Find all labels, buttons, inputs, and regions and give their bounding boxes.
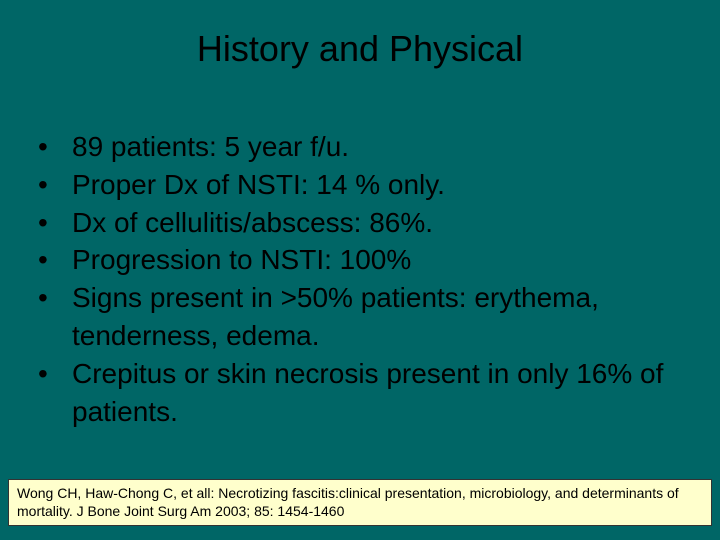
bullet-list: • 89 patients: 5 year f/u. • Proper Dx o… (0, 128, 720, 430)
bullet-text: Signs present in >50% patients: erythema… (72, 279, 692, 355)
bullet-text: 89 patients: 5 year f/u. (72, 128, 692, 166)
bullet-item: • Dx of cellulitis/abscess: 86%. (38, 204, 692, 242)
bullet-text: Progression to NSTI: 100% (72, 241, 692, 279)
bullet-item: • Signs present in >50% patients: erythe… (38, 279, 692, 355)
bullet-dot-icon: • (38, 241, 72, 279)
bullet-text: Dx of cellulitis/abscess: 86%. (72, 204, 692, 242)
bullet-item: • Proper Dx of NSTI: 14 % only. (38, 166, 692, 204)
bullet-item: • Progression to NSTI: 100% (38, 241, 692, 279)
bullet-dot-icon: • (38, 204, 72, 242)
bullet-dot-icon: • (38, 166, 72, 204)
bullet-text: Crepitus or skin necrosis present in onl… (72, 355, 692, 431)
bullet-dot-icon: • (38, 128, 72, 166)
slide-title: History and Physical (0, 0, 720, 70)
citation-box: Wong CH, Haw-Chong C, et all: Necrotizin… (8, 479, 712, 526)
bullet-item: • Crepitus or skin necrosis present in o… (38, 355, 692, 431)
citation-text: Wong CH, Haw-Chong C, et all: Necrotizin… (17, 485, 679, 519)
bullet-item: • 89 patients: 5 year f/u. (38, 128, 692, 166)
bullet-text: Proper Dx of NSTI: 14 % only. (72, 166, 692, 204)
bullet-dot-icon: • (38, 355, 72, 393)
bullet-dot-icon: • (38, 279, 72, 317)
